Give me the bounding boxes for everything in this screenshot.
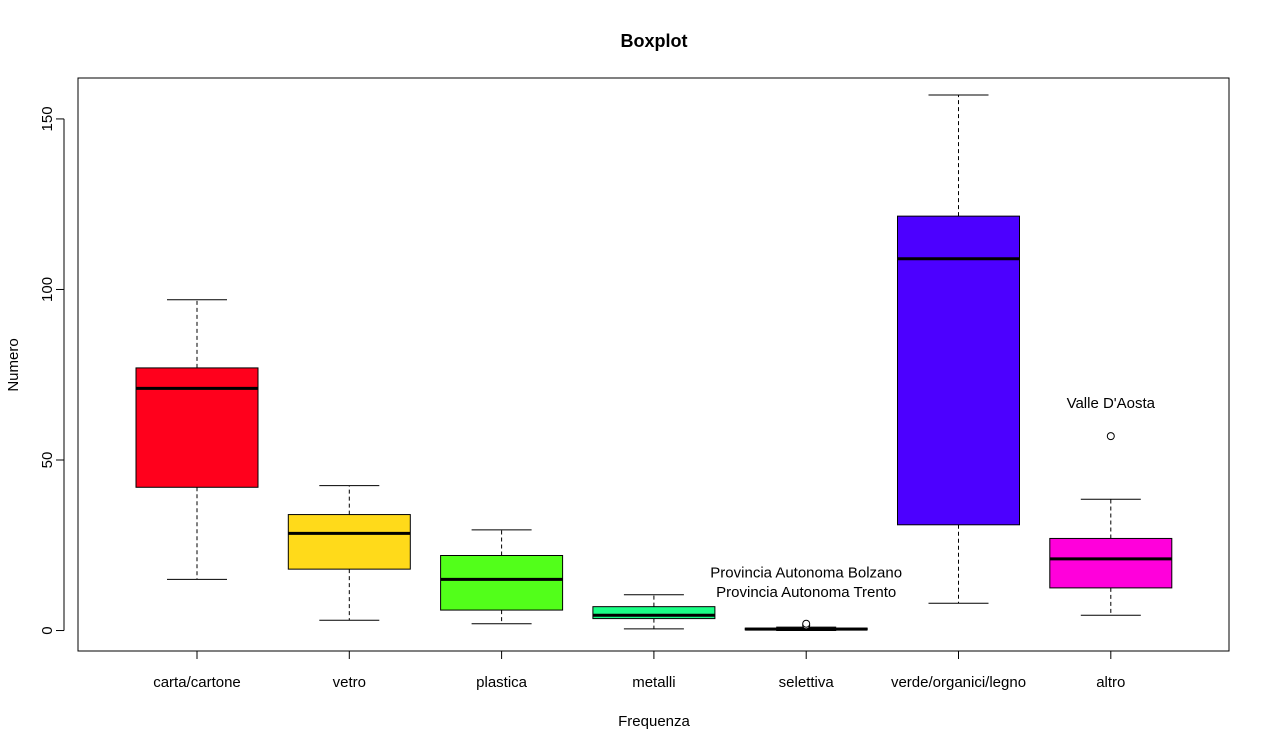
- box-1: [135, 299, 259, 580]
- x-tick-label: plastica: [476, 674, 528, 691]
- outlier-point: [802, 619, 811, 628]
- y-tick-label: 150: [39, 106, 56, 131]
- x-tick-label: vetro: [333, 674, 366, 691]
- box-body: [440, 555, 564, 611]
- y-tick-label: 50: [39, 452, 56, 469]
- x-tick-label: metalli: [632, 674, 675, 691]
- outlier-point: [1106, 432, 1115, 441]
- x-tick-label: carta/cartone: [153, 674, 241, 691]
- box-series: [135, 94, 1173, 632]
- y-tick-label: 0: [39, 626, 56, 634]
- box-7: [1049, 432, 1173, 616]
- box-body: [592, 606, 716, 620]
- y-tick-label: 100: [39, 277, 56, 302]
- annotation-label: Provincia Autonoma Trento: [716, 584, 896, 601]
- box-body: [897, 215, 1020, 526]
- box-3: [440, 529, 564, 625]
- box-6: [897, 94, 1020, 604]
- x-tick-label: selettiva: [779, 674, 835, 691]
- box-body: [135, 367, 259, 488]
- annotation-label: Valle D'Aosta: [1067, 395, 1156, 412]
- annotation-label: Provincia Autonoma Bolzano: [710, 564, 902, 581]
- y-axis-label: Numero: [5, 338, 22, 391]
- annotations: Provincia Autonoma Bolzano Provincia Auto…: [710, 395, 1155, 601]
- box-4: [592, 594, 716, 630]
- x-axis-label: Frequenza: [618, 713, 690, 730]
- x-axis: carta/cartone vetro plastica metalli seletti…: [153, 650, 1125, 691]
- x-tick-label: verde/organici/legno: [891, 674, 1026, 691]
- chart-title: Boxplot: [621, 31, 688, 51]
- box-body: [287, 514, 411, 570]
- x-tick-label: altro: [1096, 674, 1125, 691]
- box-2: [287, 485, 411, 621]
- box-body: [1049, 537, 1173, 589]
- box-5: [744, 619, 868, 632]
- y-axis: 0 50 100 150: [39, 106, 65, 635]
